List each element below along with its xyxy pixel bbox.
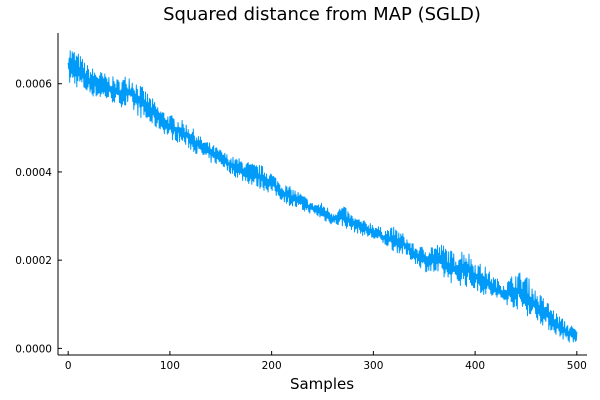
- y-tick-label: 0.0006: [15, 79, 52, 91]
- x-tick-label: 500: [567, 360, 587, 372]
- x-tick-label: 100: [160, 360, 180, 372]
- y-tick-label: 0.0002: [15, 255, 52, 267]
- x-ticks: 0 100 200 300 400 500: [65, 351, 587, 372]
- x-tick-label: 0: [65, 360, 72, 372]
- x-tick-label: 300: [363, 360, 383, 372]
- x-axis-label: Samples: [290, 375, 354, 393]
- plot-area: [67, 50, 578, 343]
- x-tick-label: 400: [465, 360, 485, 372]
- series-line: [67, 50, 578, 343]
- y-tick-label: 0.0004: [15, 167, 52, 179]
- x-tick-label: 200: [262, 360, 282, 372]
- y-ticks: 0.0000 0.0002 0.0004 0.0006: [15, 79, 62, 355]
- chart-title: Squared distance from MAP (SGLD): [163, 4, 481, 25]
- y-tick-label: 0.0000: [15, 343, 52, 355]
